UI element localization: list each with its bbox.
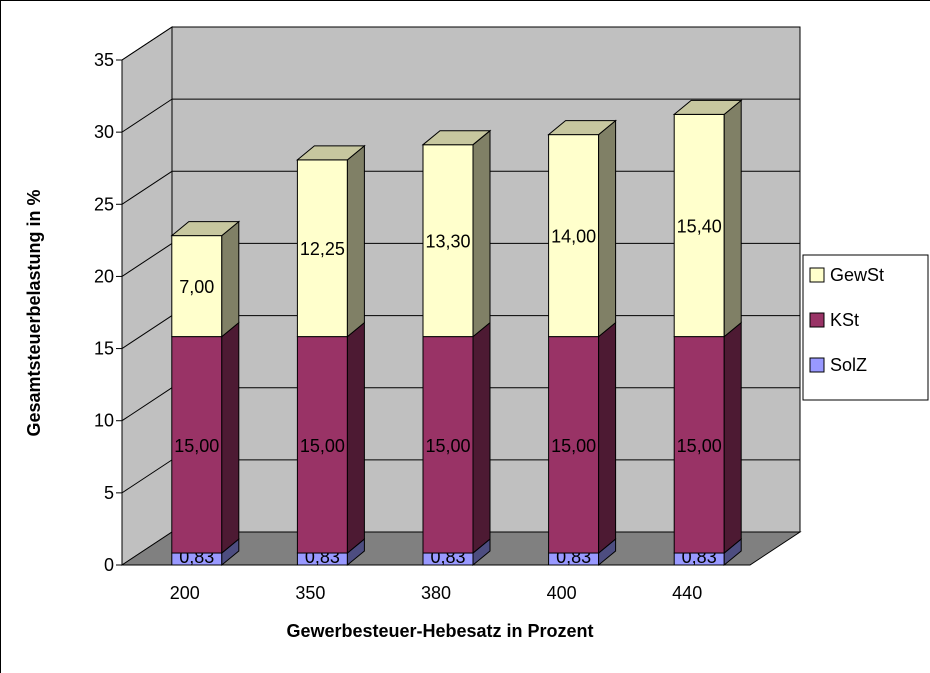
bar-front-face (673, 113, 725, 338)
bar-front-face (171, 235, 223, 338)
bar-front-face (422, 336, 474, 554)
y-tick-label: 30 (94, 122, 114, 142)
bar-segment-kst-400 (548, 321, 617, 555)
bar-side-face (472, 129, 491, 338)
data-label-kst-200: 15,00 (174, 436, 219, 456)
data-label-gewst-200: 7,00 (179, 277, 214, 297)
gridline-side-20 (121, 243, 173, 277)
x-tick-label-440: 440 (672, 583, 702, 603)
bar-front-face (548, 336, 600, 554)
legend: GewSt KSt SolZ (802, 254, 929, 401)
bar-front-face (422, 144, 474, 338)
bar-segment-gewst-350 (296, 144, 366, 338)
x-tick-label-380: 380 (421, 583, 451, 603)
bar-top-face (672, 99, 743, 115)
data-label-kst-350: 15,00 (300, 436, 345, 456)
bar-segment-kst-200 (171, 321, 240, 555)
y-tick-label: 0 (104, 555, 114, 575)
gridline-side-10 (121, 387, 173, 422)
bar-top-face (547, 120, 617, 136)
data-label-kst-440: 15,00 (677, 436, 722, 456)
bar-segment-kst-380 (422, 321, 491, 555)
legend-label-gewst: GewSt (830, 265, 884, 285)
gridline-side-15 (121, 315, 173, 349)
gridline-side-35 (121, 26, 173, 61)
bar-side-face (598, 321, 617, 555)
gridline-side-5 (121, 459, 173, 494)
legend-swatch-gewst (809, 267, 825, 283)
plot-area: 051015202530350,8315,007,002000,8315,001… (94, 26, 802, 603)
bar-front-face (296, 336, 348, 554)
bar-front-face (673, 336, 725, 554)
bar-side-face (472, 321, 491, 555)
data-label-gewst-350: 12,25 (300, 239, 345, 259)
bar-side-face (723, 321, 742, 555)
x-axis-title: Gewerbesteuer-Hebesatz in Prozent (286, 621, 593, 641)
bar-side-face (346, 144, 365, 338)
y-tick-label: 10 (94, 411, 114, 431)
bar-side-face (598, 119, 617, 338)
data-label-gewst-380: 13,30 (425, 232, 470, 252)
y-tick-label: 35 (94, 50, 114, 70)
legend-swatch-kst (809, 312, 825, 328)
bar-top-face (170, 221, 241, 237)
gridline-side-25 (121, 170, 173, 205)
data-label-kst-400: 15,00 (551, 436, 596, 456)
bar-front-face (171, 336, 223, 554)
y-tick-label: 25 (94, 194, 114, 214)
bar-segment-gewst-200 (170, 220, 241, 338)
bar-top-face (421, 130, 492, 146)
legend-swatch-solz (809, 357, 825, 373)
legend-label-solz: SolZ (830, 355, 867, 375)
bar-segment-kst-440 (673, 321, 742, 555)
side-wall (121, 26, 173, 566)
bar-side-face (221, 321, 240, 555)
bar-segment-gewst-400 (547, 119, 617, 338)
data-label-gewst-440: 15,40 (677, 216, 722, 236)
bar-top-face (296, 145, 366, 161)
legend-label-kst: KSt (830, 310, 859, 330)
bar-front-face (296, 159, 348, 338)
bar-segment-gewst-380 (421, 129, 492, 338)
y-axis-title: Gesamtsteuerbelastung in % (24, 189, 44, 436)
bar-segment-gewst-440 (672, 99, 743, 338)
x-tick-label-400: 400 (547, 583, 577, 603)
bar-side-face (346, 321, 365, 555)
x-tick-label-350: 350 (295, 583, 325, 603)
data-label-gewst-400: 14,00 (551, 227, 596, 247)
x-tick-label-200: 200 (170, 583, 200, 603)
y-tick-label: 20 (94, 266, 114, 286)
gridline-side-30 (121, 98, 173, 133)
data-label-kst-380: 15,00 (425, 436, 470, 456)
y-tick-label: 15 (94, 339, 114, 359)
bar-segment-kst-350 (296, 321, 365, 555)
y-tick-label: 5 (104, 483, 114, 503)
bar-side-face (221, 220, 240, 338)
bar-side-face (723, 99, 742, 338)
